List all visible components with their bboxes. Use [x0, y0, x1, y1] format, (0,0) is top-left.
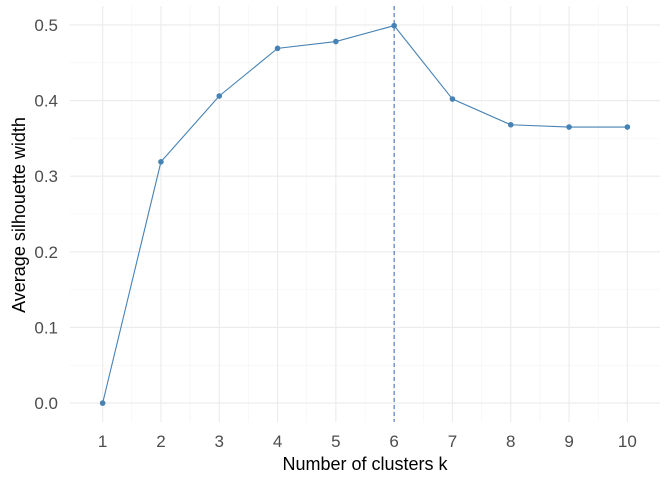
y-tick-label: 0.0: [34, 394, 58, 413]
x-tick-label: 1: [98, 432, 107, 451]
data-point: [449, 96, 456, 102]
data-point: [99, 400, 106, 406]
data-point: [333, 38, 339, 45]
data-point: [507, 121, 514, 128]
y-tick-label: 0.4: [34, 92, 58, 111]
x-tick-label: 7: [448, 432, 457, 451]
x-tick-label: 10: [618, 432, 637, 451]
x-axis-title: Number of clusters k: [282, 454, 448, 474]
y-tick-label: 0.2: [34, 243, 58, 262]
data-point: [216, 93, 223, 99]
data-point: [274, 45, 281, 52]
tick-labels: 1 2 3 4 5 6 7 8 9 10 0.0 0.1 0.2 0.3 0.4 0.5: [34, 16, 636, 451]
x-tick-label: 6: [389, 432, 398, 451]
grid: [70, 6, 660, 422]
x-tick-label: 2: [156, 432, 165, 451]
data-point: [566, 124, 572, 130]
y-axis-title: Average silhouette width: [9, 117, 29, 313]
y-tick-label: 0.1: [34, 318, 58, 337]
data-point: [158, 159, 164, 165]
y-tick-label: 0.5: [34, 16, 58, 35]
series-layer: [99, 22, 631, 406]
series-line: [102, 25, 628, 404]
x-tick-label: 9: [564, 432, 573, 451]
data-point: [624, 124, 631, 130]
x-tick-label: 4: [273, 432, 282, 451]
y-tick-label: 0.3: [34, 167, 58, 186]
x-tick-label: 3: [215, 432, 224, 451]
x-tick-label: 5: [331, 432, 340, 451]
x-tick-label: 8: [506, 432, 515, 451]
data-point: [391, 22, 397, 29]
